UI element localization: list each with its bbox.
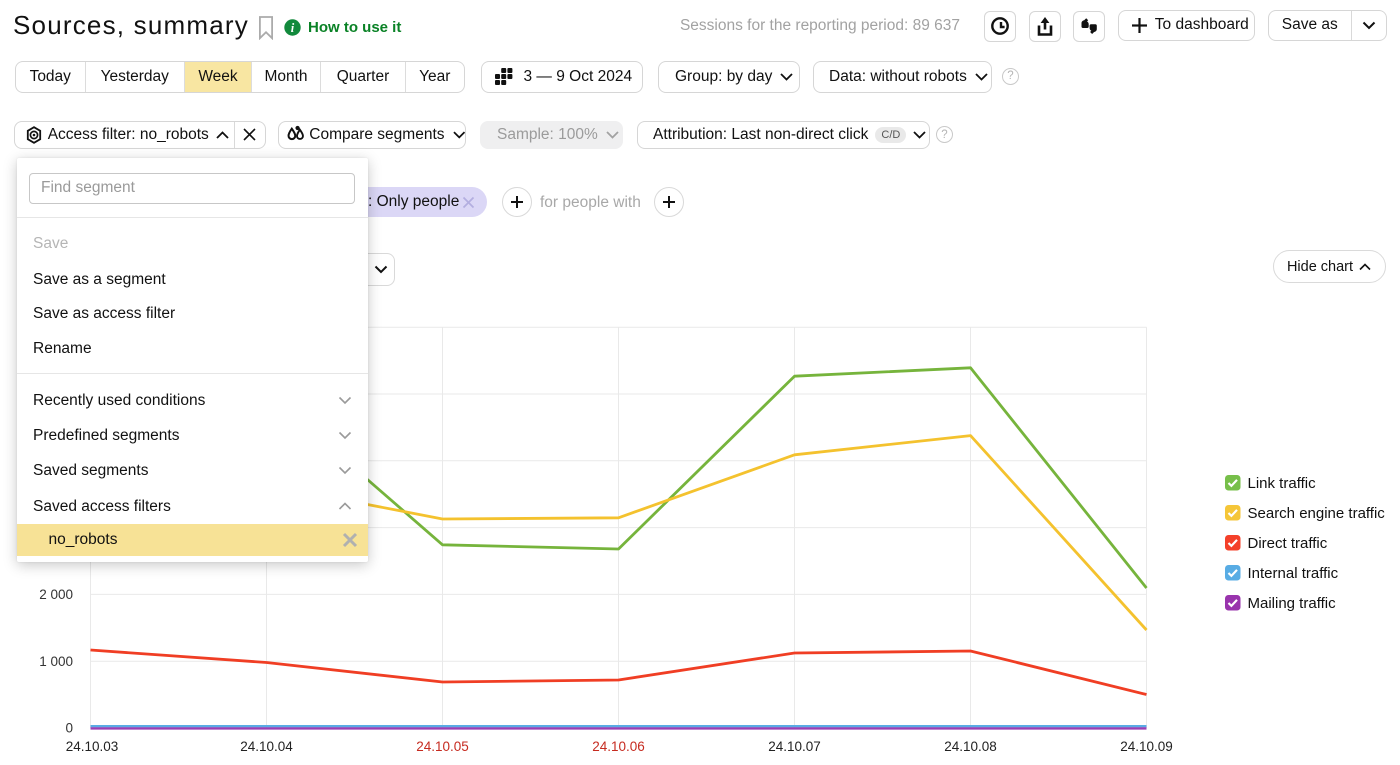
svg-text:i: i <box>291 21 295 35</box>
svg-text:2 000: 2 000 <box>39 587 73 602</box>
svg-text:0: 0 <box>65 721 73 736</box>
svg-text:24.10.08: 24.10.08 <box>944 739 997 754</box>
svg-text:24.10.09: 24.10.09 <box>1120 739 1173 754</box>
svg-text:24.10.05: 24.10.05 <box>416 739 469 754</box>
svg-text:24.10.03: 24.10.03 <box>66 739 119 754</box>
svg-text:24.10.04: 24.10.04 <box>240 739 293 754</box>
svg-text:24.10.06: 24.10.06 <box>592 739 645 754</box>
svg-text:24.10.07: 24.10.07 <box>768 739 821 754</box>
svg-text:1 000: 1 000 <box>39 654 73 669</box>
